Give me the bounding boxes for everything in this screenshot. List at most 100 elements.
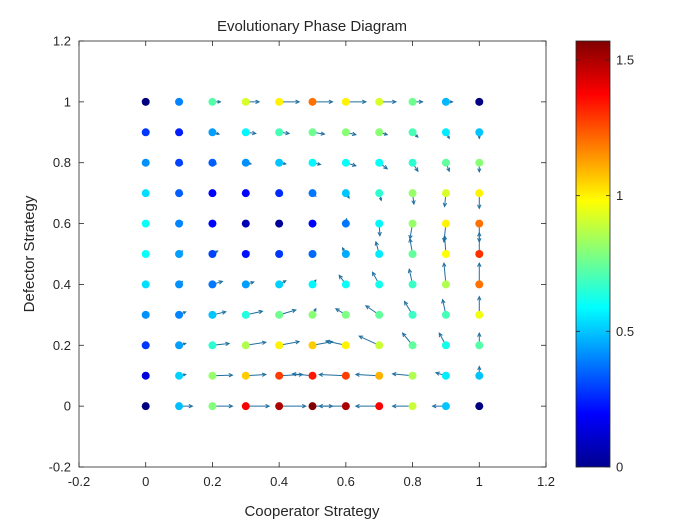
data-point bbox=[241, 250, 250, 258]
data-point bbox=[175, 250, 184, 258]
vector-arrow-head bbox=[434, 371, 440, 376]
data-point bbox=[175, 402, 184, 411]
y-tick-label: -0.2 bbox=[49, 460, 71, 475]
data-point bbox=[175, 158, 184, 167]
data-point bbox=[241, 280, 250, 289]
data-point bbox=[441, 189, 450, 198]
data-point bbox=[475, 189, 484, 198]
vector-arrow-head bbox=[282, 280, 287, 284]
vector-arrow-head bbox=[414, 134, 419, 138]
vector-arrow-head bbox=[418, 99, 424, 105]
x-tick-label: -0.2 bbox=[68, 474, 90, 489]
vector-arrow-head bbox=[391, 403, 397, 409]
data-point bbox=[308, 158, 317, 167]
axis-ticks: -0.2 0 0.2 0.4 0.6 0.8 1 1.2 -0.2 0 0.2 0.4 0.6 0.8 1 1… bbox=[49, 34, 555, 490]
data-point bbox=[341, 128, 350, 137]
data-point bbox=[308, 97, 317, 106]
x-tick-label: 1.2 bbox=[537, 474, 555, 489]
vector-arrow-head bbox=[358, 335, 364, 340]
data-point bbox=[275, 250, 284, 258]
data-point bbox=[441, 402, 450, 411]
data-point bbox=[408, 97, 417, 106]
data-point bbox=[475, 280, 484, 289]
data-point bbox=[475, 341, 484, 350]
vector-arrow-head bbox=[182, 311, 187, 315]
data-point bbox=[208, 97, 217, 106]
data-point bbox=[408, 189, 417, 198]
vector-arrow-head bbox=[218, 280, 224, 285]
vector-arrow-head bbox=[378, 197, 383, 202]
vector-arrow-head bbox=[228, 373, 234, 378]
vector-arrow-head bbox=[291, 372, 297, 377]
vector-arrow-head bbox=[291, 308, 297, 314]
data-point bbox=[341, 371, 350, 380]
data-point bbox=[308, 341, 317, 350]
vector-arrow-head bbox=[442, 202, 448, 208]
vector-arrow-head bbox=[318, 372, 324, 377]
vector-arrow-head bbox=[383, 165, 389, 170]
data-point bbox=[275, 128, 284, 137]
data-point bbox=[275, 341, 284, 350]
y-tick-label: 0.6 bbox=[53, 216, 71, 231]
vector-arrow-head bbox=[188, 403, 194, 409]
vector-arrow-head bbox=[318, 403, 323, 409]
data-point bbox=[375, 97, 384, 106]
data-point bbox=[175, 128, 184, 137]
vector-arrow-head bbox=[255, 99, 261, 105]
data-point bbox=[308, 189, 317, 198]
data-point bbox=[275, 97, 284, 106]
data-point bbox=[141, 189, 150, 198]
chart-title: Evolutionary Phase Diagram bbox=[217, 18, 407, 35]
vector-arrow-head bbox=[334, 308, 340, 313]
data-point bbox=[408, 402, 417, 411]
data-point bbox=[175, 219, 184, 228]
vector-arrow-head bbox=[217, 100, 222, 104]
data-point bbox=[241, 158, 250, 167]
vector-arrow-head bbox=[477, 135, 481, 140]
data-point bbox=[341, 280, 350, 289]
vector-arrow-head bbox=[407, 268, 413, 274]
data-point bbox=[341, 402, 350, 411]
data-point bbox=[241, 310, 250, 319]
data-point bbox=[375, 310, 384, 319]
y-tick-label: 1.2 bbox=[53, 34, 71, 49]
data-point bbox=[208, 280, 217, 289]
vector-arrow-head bbox=[328, 340, 334, 345]
data-point bbox=[141, 341, 150, 350]
colorbar-tick-label: 1 bbox=[616, 188, 623, 203]
y-axis-label: Defector Strategy bbox=[21, 195, 38, 312]
data-point bbox=[141, 250, 150, 258]
vector-arrow-head bbox=[411, 200, 416, 206]
vector-arrow-head bbox=[477, 204, 482, 210]
vector-arrow-head bbox=[354, 372, 360, 377]
data-point bbox=[341, 97, 350, 106]
x-tick-label: 0 bbox=[142, 474, 149, 489]
colorbar-tick-label: 0.5 bbox=[616, 324, 634, 339]
vector-arrow-head bbox=[302, 403, 307, 409]
data-point bbox=[408, 341, 417, 350]
vector-arrow-head bbox=[182, 342, 187, 346]
vector-arrow-head bbox=[248, 162, 253, 165]
vector-arrow-head bbox=[216, 131, 221, 136]
vector-arrow-head bbox=[313, 279, 317, 283]
vector-arrow-head bbox=[261, 372, 267, 377]
data-point bbox=[208, 189, 217, 198]
data-point bbox=[175, 341, 184, 350]
data-point bbox=[375, 250, 384, 258]
vector-arrow-head bbox=[371, 271, 377, 277]
vector-arrow-head bbox=[313, 307, 317, 312]
data-point bbox=[308, 219, 317, 228]
data-point bbox=[275, 158, 284, 167]
data-point bbox=[341, 219, 350, 228]
data-point bbox=[341, 310, 350, 319]
vector-arrow-head bbox=[442, 261, 447, 268]
vector-arrow-head bbox=[341, 246, 346, 251]
data-point bbox=[208, 219, 217, 228]
data-point bbox=[375, 158, 384, 167]
vector-arrow-head bbox=[442, 237, 447, 243]
vector-arrow-head bbox=[391, 372, 397, 377]
x-axis-label: Cooperator Strategy bbox=[244, 503, 380, 520]
data-point bbox=[375, 371, 384, 380]
data-point bbox=[241, 219, 250, 228]
x-tick-label: 1 bbox=[476, 474, 483, 489]
